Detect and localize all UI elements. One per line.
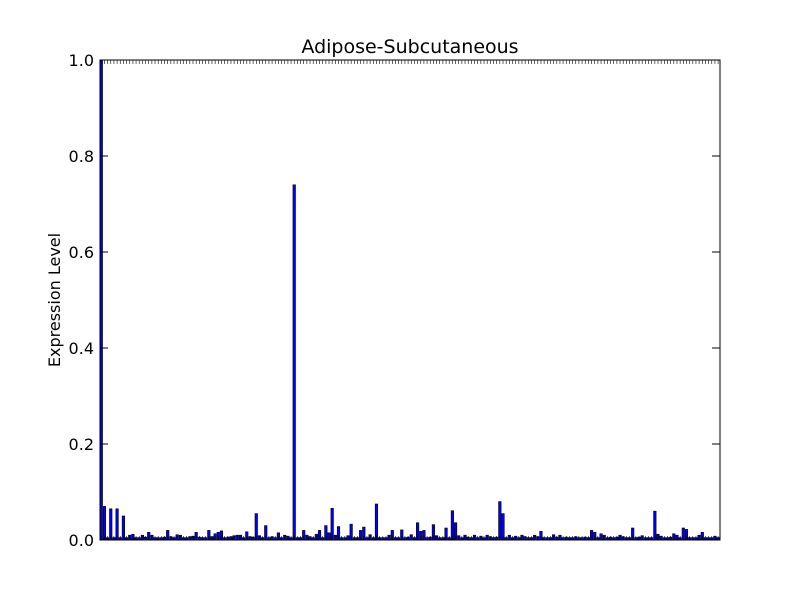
y-tick-label-5: 1.0 xyxy=(69,51,94,70)
y-tick-label-3: 0.6 xyxy=(69,243,94,262)
bar-73 xyxy=(330,508,334,541)
chart-title: Adipose-Subcutaneous xyxy=(301,36,518,58)
bar-126 xyxy=(498,501,502,541)
bar-61 xyxy=(292,184,296,541)
y-tick-label-1: 0.2 xyxy=(69,435,94,454)
y-tick-label-4: 0.8 xyxy=(69,147,94,166)
bar-87 xyxy=(374,503,379,541)
y-tick-label-2: 0.4 xyxy=(69,339,94,358)
bar-111 xyxy=(450,510,454,541)
y-tick-label-0: 0.0 xyxy=(69,531,94,550)
bar-175 xyxy=(653,510,657,541)
bars xyxy=(99,59,720,541)
y-axis-label: Expression Level xyxy=(45,233,64,367)
plot-frame xyxy=(99,59,721,541)
bar-5 xyxy=(115,508,119,541)
y-ticks: 0.0 0.2 0.4 0.6 0.8 1.0 xyxy=(69,51,720,550)
bar-3 xyxy=(109,508,113,541)
bar-1 xyxy=(102,506,106,541)
x-ticks xyxy=(100,60,719,540)
